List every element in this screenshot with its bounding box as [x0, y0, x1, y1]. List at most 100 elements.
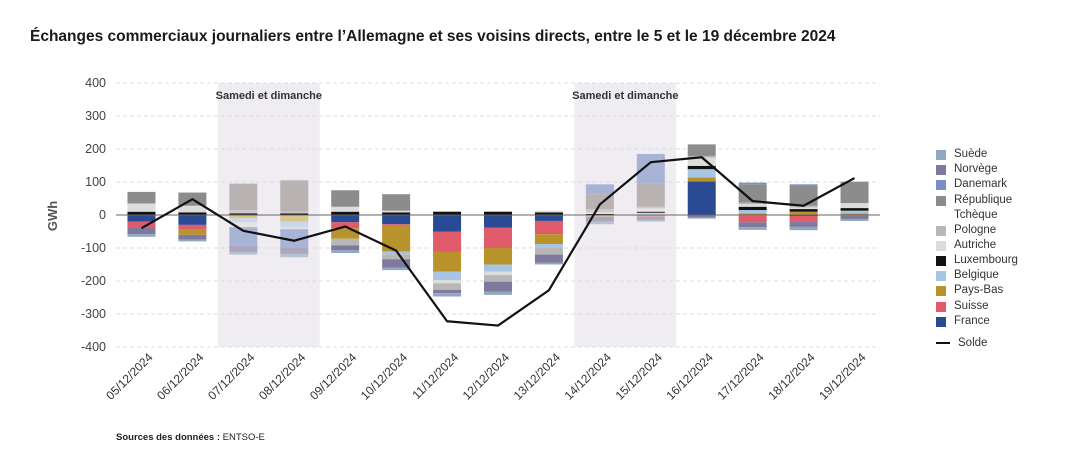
bar-segment	[738, 206, 767, 211]
x-tick-label: 11/12/2024	[409, 350, 461, 402]
bar-segment	[331, 250, 360, 253]
bar-segment	[534, 248, 563, 255]
bar-segment	[840, 181, 869, 204]
solde-line	[140, 156, 856, 327]
legend-label: Suisse	[954, 299, 989, 312]
x-tick-label: 17/12/2024	[714, 350, 767, 403]
bar-segment	[178, 239, 207, 242]
bar-segment	[382, 212, 411, 215]
legend: Suède Norvège Danemark République Tchèque Po…	[936, 147, 1044, 351]
legend-swatch	[936, 150, 946, 160]
bar-segment	[178, 205, 207, 213]
legend-swatch	[936, 271, 946, 282]
bar-segment	[789, 226, 818, 231]
y-tick-labels: 400 300 200 100 0 -100 -200 -300 -400	[81, 76, 106, 354]
bar-segment	[331, 238, 360, 246]
bar-segment	[178, 224, 207, 230]
source-label: Sources des données :	[116, 432, 221, 443]
bar-segment	[280, 213, 309, 215]
bar-segment	[585, 212, 614, 215]
bar-segment	[331, 190, 360, 207]
weekend-band-label: Samedi et dimanche	[216, 90, 322, 102]
chart-canvas: Samedi et dimanche Samedi et dimanche 400…	[45, 76, 880, 403]
bar-segment	[433, 251, 462, 272]
legend-swatch	[936, 195, 946, 206]
x-tick-label: 07/12/2024	[205, 350, 258, 403]
bar-segment	[127, 191, 156, 204]
bar-segment	[789, 207, 818, 210]
bar-segment	[738, 215, 767, 223]
y-tick-label: 100	[85, 175, 106, 189]
legend-label: Norvège	[954, 163, 998, 176]
bar-segment	[382, 210, 411, 213]
bar-segment	[636, 183, 665, 207]
bar-segment	[738, 182, 767, 185]
bar-segment	[280, 211, 309, 214]
bar-segment	[280, 229, 309, 248]
legend-label: Autriche	[954, 238, 997, 251]
bar-segment	[585, 215, 614, 217]
bar-segment	[331, 228, 360, 239]
bar-segment	[331, 211, 360, 215]
bar-segment	[331, 245, 360, 251]
bar-segment	[534, 210, 563, 213]
bar-segment	[382, 225, 411, 252]
bar-segment	[687, 157, 716, 166]
bar-segment	[229, 251, 258, 255]
x-tick-label: 12/12/2024	[460, 350, 513, 403]
bar-segment	[840, 210, 869, 214]
bar-segment	[687, 181, 716, 215]
bar-segment	[484, 227, 512, 248]
legend-label: Pologne	[954, 223, 997, 236]
y-tick-label: -400	[81, 340, 106, 354]
bar-segment	[127, 227, 156, 235]
legend-item: Belgique	[936, 268, 1044, 283]
legend-item: Suède	[936, 147, 1044, 162]
legend-swatch	[936, 316, 946, 327]
bar-segment	[433, 289, 462, 294]
bar-segment	[840, 203, 869, 209]
y-tick-label: -200	[81, 274, 106, 288]
legend-item: Autriche	[936, 238, 1044, 253]
x-tick-label: 13/12/2024	[511, 350, 564, 403]
x-tick-label: 10/12/2024	[358, 350, 411, 403]
bar-segment	[687, 144, 716, 156]
bar-segment	[280, 247, 309, 254]
weekend-band-label: Samedi et dimanche	[572, 90, 678, 102]
bar-segment	[636, 208, 665, 212]
legend-swatch	[936, 165, 946, 176]
bar-segment	[840, 208, 869, 211]
bar-segment	[433, 293, 462, 297]
bar-segment	[433, 211, 462, 215]
bar-segment	[738, 202, 767, 205]
bar-segment	[687, 169, 716, 178]
legend-label: Suède	[954, 148, 988, 160]
bar-segment	[840, 215, 869, 219]
legend-swatch	[936, 301, 946, 312]
bar-segment	[178, 215, 207, 225]
bar-segment	[280, 215, 309, 222]
bar-segment	[331, 215, 360, 223]
x-tick-label: 18/12/2024	[765, 350, 818, 403]
bar-segment	[127, 203, 156, 212]
legend-item: Pologne	[936, 223, 1044, 238]
bar-segment	[585, 221, 614, 225]
bar-segment	[382, 215, 411, 225]
legend-item: Pays-Bas	[936, 283, 1044, 298]
bar-segment	[636, 212, 665, 215]
legend-item: République Tchèque	[936, 193, 1044, 223]
legend-swatch	[936, 255, 946, 266]
y-tick-label: 0	[99, 208, 106, 222]
bar-segment	[789, 209, 818, 212]
legend-label: France	[954, 314, 990, 327]
legend-item: Danemark	[936, 177, 1044, 192]
y-tick-label: -300	[81, 307, 106, 321]
bar-segment	[585, 184, 614, 195]
bar-segment	[585, 209, 614, 213]
x-tick-label: 09/12/2024	[307, 350, 360, 403]
bar-segment	[229, 222, 258, 228]
bar-segment	[534, 212, 563, 215]
x-tick-label: 05/12/2024	[103, 350, 156, 403]
legend-swatch	[936, 225, 946, 236]
bar-segment	[687, 177, 716, 182]
